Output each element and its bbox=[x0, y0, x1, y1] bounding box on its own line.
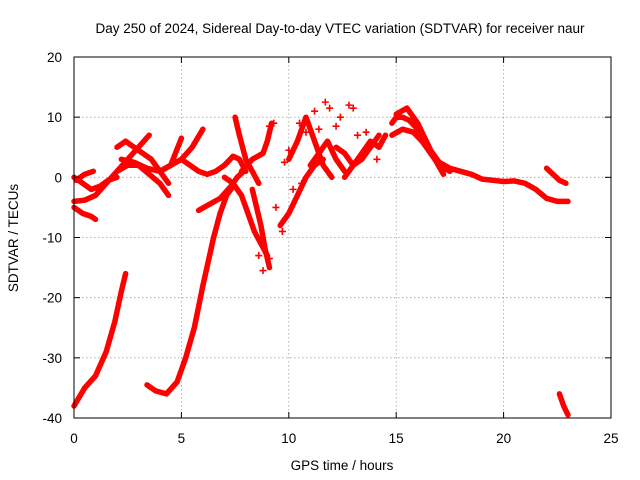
y-tick-label: -40 bbox=[42, 411, 62, 426]
series-trace-18 bbox=[286, 114, 335, 181]
series-trace-5 bbox=[71, 174, 120, 193]
scatter-point bbox=[259, 267, 267, 275]
x-tick-label: 25 bbox=[603, 431, 618, 446]
series-trace-26 bbox=[556, 391, 571, 418]
series-trace-14 bbox=[221, 174, 271, 259]
scatter-point bbox=[354, 131, 362, 139]
scatter-point bbox=[315, 125, 323, 133]
scatter-point bbox=[296, 119, 304, 127]
scatter-point bbox=[336, 113, 344, 121]
scatter-point bbox=[265, 122, 273, 130]
axis-ticks: 0 5 10 15 20 25 -40 -30 -20 -10 0 10 20 bbox=[42, 50, 618, 446]
scatter-point bbox=[311, 107, 319, 115]
y-axis-label: SDTVAR / TECUs bbox=[6, 184, 21, 293]
x-tick-label: 0 bbox=[70, 431, 78, 446]
y-tick-label: -20 bbox=[42, 291, 62, 306]
x-tick-label: 15 bbox=[389, 431, 404, 446]
series-trace-24 bbox=[393, 105, 447, 178]
scatter-point bbox=[302, 128, 310, 136]
series-trace-17 bbox=[277, 156, 326, 229]
scatter-point bbox=[326, 104, 334, 112]
y-tick-label: -30 bbox=[42, 351, 62, 366]
y-tick-label: 0 bbox=[54, 170, 62, 185]
scatter-point bbox=[332, 122, 340, 130]
scatter-point bbox=[289, 185, 297, 193]
series-trace-2 bbox=[144, 183, 236, 397]
y-tick-label: 20 bbox=[47, 50, 62, 65]
series-trace-21 bbox=[341, 132, 389, 181]
scatter-point bbox=[265, 255, 273, 263]
data-traces bbox=[71, 98, 571, 418]
grid-lines bbox=[74, 57, 611, 418]
x-tick-label: 20 bbox=[496, 431, 511, 446]
y-tick-label: 10 bbox=[47, 110, 62, 125]
series-trace-6 bbox=[73, 168, 97, 184]
series-trace-12 bbox=[195, 168, 247, 214]
scatter-point bbox=[345, 101, 353, 109]
series-trace-11 bbox=[178, 153, 249, 178]
series-trace-25 bbox=[543, 165, 569, 187]
scatter-point bbox=[270, 119, 278, 127]
scatter-point bbox=[349, 104, 357, 112]
x-tick-label: 10 bbox=[281, 431, 296, 446]
scatter-point bbox=[362, 128, 370, 136]
series-trace-16 bbox=[249, 186, 273, 271]
y-tick-label: -10 bbox=[42, 231, 62, 246]
series-trace-3 bbox=[71, 204, 99, 223]
series-trace-19 bbox=[307, 138, 348, 175]
series-trace-15 bbox=[238, 120, 275, 175]
series-trace-1 bbox=[71, 270, 129, 409]
scatter-point bbox=[321, 98, 329, 106]
series-trace-13 bbox=[232, 114, 262, 187]
chart-title: Day 250 of 2024, Sidereal Day-to-day VTE… bbox=[96, 21, 585, 36]
scatter-point bbox=[281, 158, 289, 166]
scatter-point bbox=[278, 227, 286, 235]
scatter-point bbox=[255, 252, 263, 260]
scatter-point bbox=[285, 146, 293, 154]
series-trace-22 bbox=[389, 114, 571, 205]
x-tick-label: 5 bbox=[178, 431, 186, 446]
x-axis-label: GPS time / hours bbox=[291, 458, 394, 473]
scatter-point bbox=[373, 155, 381, 163]
scatter-point bbox=[272, 203, 280, 211]
series-trace-9 bbox=[118, 135, 185, 175]
scatter-point bbox=[298, 179, 306, 187]
